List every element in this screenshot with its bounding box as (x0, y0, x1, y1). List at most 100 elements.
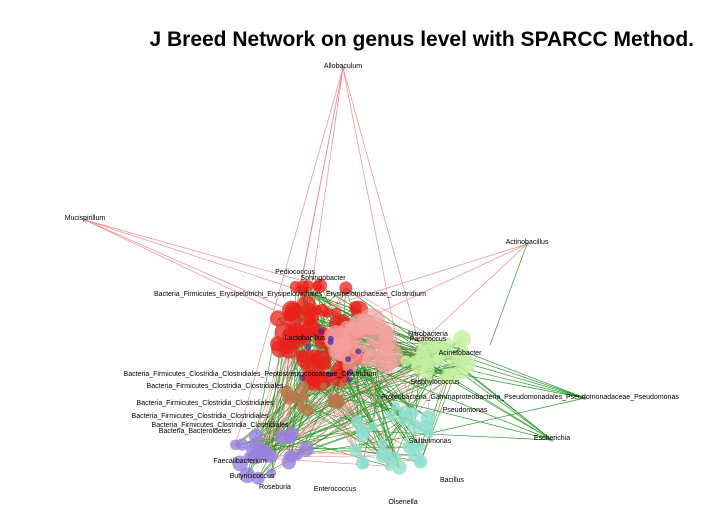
negative-edge (320, 381, 553, 441)
node (377, 438, 388, 449)
node-label: Acinetobacter (439, 350, 482, 357)
node-label: Pseudomonas (443, 407, 488, 414)
node (296, 402, 306, 412)
positive-edge (317, 243, 528, 311)
node-label: Allobaculum (324, 63, 362, 70)
node (453, 364, 469, 380)
node (427, 338, 440, 351)
positive-edge (331, 362, 427, 404)
node (355, 348, 362, 355)
positive-edge (292, 67, 344, 321)
node (356, 429, 369, 442)
outlier-node (550, 438, 554, 442)
node (302, 280, 314, 292)
node (266, 468, 277, 478)
node (299, 374, 306, 381)
node (436, 343, 451, 359)
node (345, 356, 352, 363)
negative-edge (489, 243, 528, 346)
node (455, 336, 466, 348)
node (281, 300, 302, 321)
node-label: Bacteria_Firmicutes_Erysipelotrichi_Erys… (154, 291, 426, 298)
node (305, 344, 312, 351)
node (391, 402, 401, 411)
node (359, 458, 369, 469)
node (251, 471, 265, 485)
node-label: Butyricicoccus (230, 473, 275, 480)
node-label: Proteobacteria_Gammaproteobacteria_Pseud… (381, 394, 679, 401)
node (298, 441, 314, 457)
negative-edge (295, 366, 420, 399)
node-label: Roseburia (259, 484, 291, 491)
node (283, 450, 296, 463)
positive-edge (277, 343, 356, 451)
node (282, 393, 295, 405)
node (251, 443, 264, 456)
positive-edge (254, 446, 421, 458)
node (320, 382, 327, 390)
node (339, 281, 353, 295)
node (423, 375, 434, 385)
node (270, 310, 287, 327)
positive-edge (84, 219, 321, 286)
outlier-node (583, 396, 587, 400)
node (348, 443, 362, 457)
node-label: Sphingobacter (300, 275, 346, 282)
node (297, 391, 309, 403)
node (317, 328, 324, 335)
positive-edge (235, 67, 344, 445)
node (402, 439, 417, 454)
node-label: Bacteria_Bacteroidetes (159, 428, 232, 435)
node-label: Olsenella (388, 499, 417, 506)
node (248, 428, 264, 443)
node-label: Bacteria_Firmicutes_Clostridia_Clostridi… (147, 383, 284, 390)
node (230, 439, 241, 451)
positive-edge (306, 243, 528, 450)
positive-edge (84, 219, 360, 311)
node (407, 419, 423, 435)
negative-edge (355, 418, 405, 451)
node (296, 381, 309, 394)
node-label: Paracoccus (410, 336, 447, 343)
positive-edge (282, 374, 448, 438)
node-label: Enterococcus (314, 486, 357, 493)
node (389, 451, 402, 464)
node (416, 345, 428, 358)
node (334, 398, 344, 408)
node (415, 441, 426, 452)
node-label: Mucispirillum (65, 215, 106, 222)
labels-layer: Allobaculum Mucispirillum Actinobacillus Pe… (65, 63, 680, 506)
node-label: Lactobacillus (285, 335, 326, 342)
node (384, 461, 394, 471)
node-label: Escherichia (534, 435, 570, 442)
node (349, 301, 362, 314)
negative-edge (363, 430, 553, 441)
node (315, 303, 329, 317)
node-label: Pediococcus (275, 269, 315, 276)
node (312, 280, 323, 292)
node (346, 376, 353, 383)
node (327, 339, 334, 346)
node (326, 371, 333, 378)
outlier-node (341, 66, 345, 70)
negative-edge (257, 415, 392, 456)
node-label: Actinobacillus (506, 239, 549, 246)
negative-edge (291, 356, 423, 457)
node-label: Faecalibacterium (213, 458, 266, 465)
positive-edge (345, 287, 448, 345)
node (283, 431, 297, 444)
node (446, 354, 459, 367)
node (289, 280, 302, 293)
positive-edge (342, 67, 421, 462)
node (406, 407, 419, 420)
node (282, 327, 297, 343)
node (373, 349, 398, 374)
node-label: Staphylococcus (410, 379, 460, 386)
node (300, 335, 311, 346)
node (386, 410, 397, 422)
outlier-node (83, 218, 87, 222)
node (400, 355, 412, 367)
outlier-node (525, 242, 529, 246)
node (270, 336, 286, 352)
